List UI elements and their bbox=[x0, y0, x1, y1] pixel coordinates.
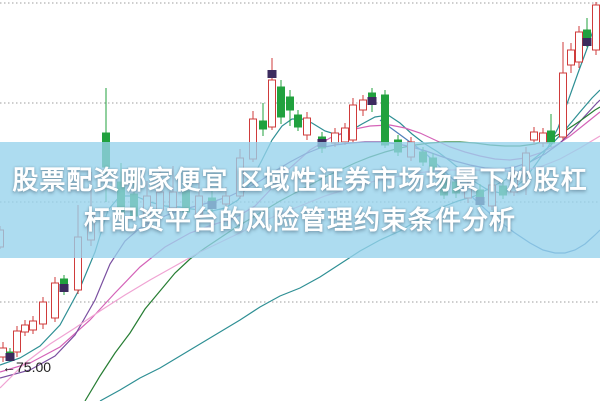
candle-body-down bbox=[294, 114, 302, 128]
candle-body-up bbox=[51, 282, 59, 319]
candle-body-up bbox=[575, 31, 583, 63]
candle-body-down bbox=[277, 86, 285, 118]
title-banner: 股票配资哪家便宜 区域性证券市场场景下炒股杠 杆配资平台的风险管理约束条件分析 bbox=[0, 142, 600, 258]
signal-marker bbox=[5, 353, 15, 361]
candle-body-up bbox=[39, 301, 47, 325]
candle-body-up bbox=[359, 99, 367, 111]
candle-body-up bbox=[29, 320, 37, 331]
candle-body-up bbox=[530, 131, 538, 141]
candle-body-down bbox=[381, 94, 389, 146]
candle-body-down bbox=[286, 96, 294, 111]
signal-marker bbox=[367, 97, 377, 105]
candle-body-up bbox=[592, 4, 600, 51]
headline-line-2: 杆配资平台的风险管理约束条件分析 bbox=[83, 205, 516, 235]
headline-line-1: 股票配资哪家便宜 区域性证券市场场景下炒股杠 bbox=[12, 165, 588, 195]
candle-body-up bbox=[21, 324, 29, 333]
signal-marker bbox=[267, 70, 277, 78]
price-level-label: ←75.00 bbox=[2, 359, 52, 375]
candle-body-up bbox=[268, 79, 276, 128]
candle-body-up bbox=[303, 117, 311, 136]
candle-body-up bbox=[567, 49, 575, 66]
candle-body-up bbox=[13, 330, 21, 353]
candle-body-up bbox=[341, 127, 349, 143]
signal-marker bbox=[582, 38, 592, 46]
candle-body-down bbox=[259, 120, 267, 130]
signal-marker bbox=[59, 284, 69, 292]
candle-body-up bbox=[349, 104, 357, 141]
candle-body-up bbox=[559, 72, 567, 138]
